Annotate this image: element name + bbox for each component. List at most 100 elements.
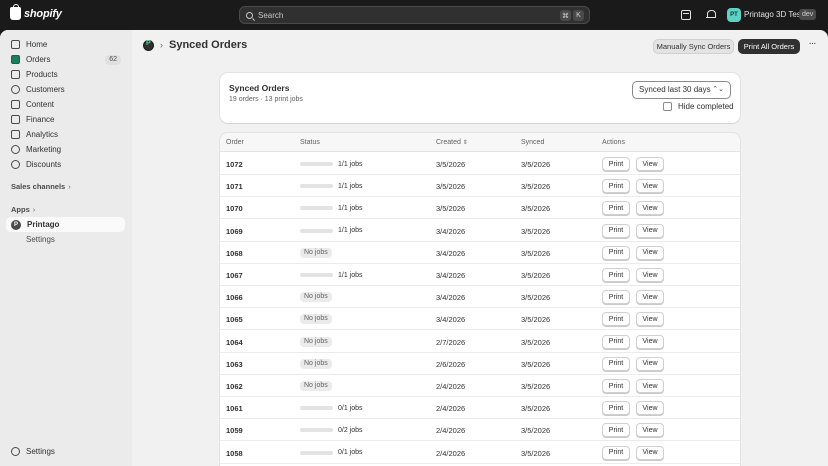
analytics-icon xyxy=(11,130,20,139)
print-button[interactable]: Print xyxy=(602,290,630,305)
print-button[interactable]: Print xyxy=(602,334,630,349)
print-button[interactable]: Print xyxy=(602,157,630,171)
sidebar-item-discounts[interactable]: Discounts xyxy=(6,157,125,172)
synced-date: 3/5/2026 xyxy=(521,226,551,236)
orders-table: Order Status Created ⇕ Synced Actions 107… xyxy=(220,133,740,466)
notification-bell-icon[interactable] xyxy=(706,10,716,20)
no-jobs-badge: No jobs xyxy=(300,336,332,347)
view-button[interactable]: View xyxy=(636,334,664,349)
sync-range-select[interactable]: Synced last 30 days ⌃⌄ xyxy=(632,81,731,99)
order-status: No jobs xyxy=(300,336,332,348)
sidebar-item-customers[interactable]: Customers xyxy=(6,82,125,97)
apps-header[interactable]: Apps › xyxy=(11,205,35,214)
column-header-order: Order xyxy=(226,139,244,146)
shopify-logo[interactable]: shopify xyxy=(10,4,62,20)
view-button[interactable]: View xyxy=(636,401,664,416)
order-number[interactable]: 1065 xyxy=(226,315,243,325)
view-button[interactable]: View xyxy=(636,445,664,460)
created-date: 3/5/2026 xyxy=(436,182,466,192)
view-button[interactable]: View xyxy=(636,245,664,260)
sidebar-item-content[interactable]: Content xyxy=(6,97,125,112)
synced-date: 3/5/2026 xyxy=(521,271,551,280)
customers-icon xyxy=(11,85,20,94)
sidebar-item-printago-settings[interactable]: Settings xyxy=(26,235,55,244)
view-button[interactable]: View xyxy=(636,223,664,238)
manually-sync-orders-button[interactable]: Manually Sync Orders xyxy=(653,39,734,54)
sidebar-item-orders[interactable]: Orders 62 xyxy=(6,52,125,67)
sort-icon: ⇕ xyxy=(462,140,468,146)
order-number[interactable]: 1058 xyxy=(226,448,243,458)
print-button[interactable]: Print xyxy=(602,245,630,260)
search-bar[interactable]: Search ⌘ K xyxy=(239,6,590,24)
order-number[interactable]: 1059 xyxy=(226,426,243,436)
print-button[interactable]: Print xyxy=(602,179,630,194)
order-number[interactable]: 1072 xyxy=(226,160,243,169)
order-number[interactable]: 1066 xyxy=(226,293,243,303)
view-button[interactable]: View xyxy=(636,179,664,194)
sidebar-item-analytics[interactable]: Analytics xyxy=(6,127,125,142)
order-status: No jobs xyxy=(300,313,332,325)
sidebar-item-finance[interactable]: Finance xyxy=(6,112,125,127)
products-icon xyxy=(11,70,20,79)
summary-subtitle: 19 orders · 13 print jobs xyxy=(229,96,303,103)
order-number[interactable]: 1071 xyxy=(226,182,243,192)
print-button[interactable]: Print xyxy=(602,312,630,327)
store-icon[interactable] xyxy=(681,10,691,20)
order-number[interactable]: 1069 xyxy=(226,226,243,236)
print-button[interactable]: Print xyxy=(602,445,630,460)
view-button[interactable]: View xyxy=(636,423,664,438)
order-number[interactable]: 1061 xyxy=(226,404,243,414)
printago-logo-icon[interactable] xyxy=(143,39,154,51)
sidebar-item-home[interactable]: Home xyxy=(6,37,125,52)
more-actions-icon[interactable]: ··· xyxy=(808,38,817,49)
job-progress-bar xyxy=(300,206,333,211)
sync-range-value: Synced last 30 days xyxy=(639,85,711,94)
sidebar-item-products[interactable]: Products xyxy=(6,67,125,82)
print-button[interactable]: Print xyxy=(602,379,630,393)
sales-channels-header[interactable]: Sales channels › xyxy=(11,182,71,191)
job-count-text: 1/1 jobs xyxy=(338,204,363,212)
store-avatar[interactable]: PT xyxy=(727,8,741,22)
view-button[interactable]: View xyxy=(636,201,664,216)
table-row: 1068 No jobs 3/4/2026 3/5/2026 Print View xyxy=(220,242,740,264)
sidebar-item-marketing[interactable]: Marketing xyxy=(6,142,125,157)
view-button[interactable]: View xyxy=(636,312,664,327)
print-all-orders-button[interactable]: Print All Orders xyxy=(738,39,800,54)
job-progress-bar xyxy=(300,273,333,277)
created-date: 3/4/2026 xyxy=(436,226,466,236)
view-button[interactable]: View xyxy=(636,356,664,371)
synced-date: 3/5/2026 xyxy=(521,404,551,414)
synced-date: 3/5/2026 xyxy=(521,293,551,303)
print-button[interactable]: Print xyxy=(602,201,630,216)
job-count-text: 0/2 jobs xyxy=(338,426,363,434)
print-button[interactable]: Print xyxy=(602,223,630,238)
column-header-created[interactable]: Created ⇕ xyxy=(436,139,468,146)
print-button[interactable]: Print xyxy=(602,401,630,416)
view-button[interactable]: View xyxy=(636,157,664,171)
view-button[interactable]: View xyxy=(636,290,664,305)
sidebar-item-label: Finance xyxy=(26,115,55,124)
print-button[interactable]: Print xyxy=(602,268,630,282)
store-name[interactable]: Printago 3D Test xyxy=(744,10,803,19)
sidebar-item-settings[interactable]: Settings xyxy=(6,444,125,459)
print-button[interactable]: Print xyxy=(602,356,630,371)
hide-completed-checkbox[interactable] xyxy=(663,102,672,111)
order-number[interactable]: 1070 xyxy=(226,204,243,214)
order-number[interactable]: 1063 xyxy=(226,359,243,369)
view-button[interactable]: View xyxy=(636,268,664,282)
order-number[interactable]: 1067 xyxy=(226,271,243,280)
order-status: No jobs xyxy=(300,358,332,370)
order-status: 1/1 jobs xyxy=(300,269,363,281)
printago-app-icon: P xyxy=(11,219,21,230)
print-button[interactable]: Print xyxy=(602,423,630,438)
order-number[interactable]: 1062 xyxy=(226,382,243,391)
sidebar-item-printago[interactable]: P Printago xyxy=(6,217,125,232)
hide-completed-label: Hide completed xyxy=(678,102,734,111)
hide-completed-toggle[interactable]: Hide completed xyxy=(663,102,734,111)
view-button[interactable]: View xyxy=(636,379,664,393)
order-number[interactable]: 1064 xyxy=(226,337,243,347)
table-row: 1064 No jobs 2/7/2026 3/5/2026 Print View xyxy=(220,331,740,353)
table-row: 1067 1/1 jobs 3/4/2026 3/5/2026 Print View xyxy=(220,264,740,286)
order-number[interactable]: 1068 xyxy=(226,248,243,258)
synced-date: 3/5/2026 xyxy=(521,337,551,347)
